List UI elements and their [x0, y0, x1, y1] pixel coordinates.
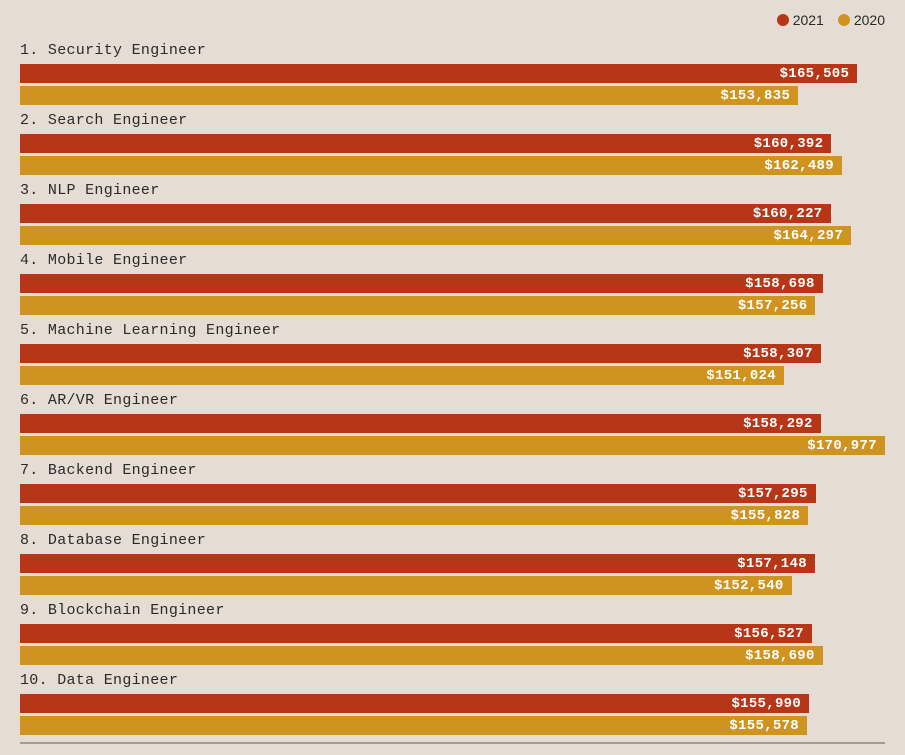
bar-2020: $164,297: [20, 226, 851, 245]
row-label: 5. Machine Learning Engineer: [20, 322, 885, 339]
row-label: 2. Search Engineer: [20, 112, 885, 129]
bar-value-label: $157,295: [738, 486, 808, 502]
bar-value-label: $158,307: [743, 346, 813, 362]
bar-2021: $160,227: [20, 204, 831, 223]
bar-value-label: $165,505: [780, 66, 850, 82]
bar-2020: $157,256: [20, 296, 815, 315]
legend-label: 2021: [793, 12, 824, 28]
chart-legend: 2021 2020: [20, 12, 885, 28]
bar-2021: $158,307: [20, 344, 821, 363]
bar-2020: $153,835: [20, 86, 798, 105]
bar-2021: $160,392: [20, 134, 831, 153]
bar-group: $160,227 $164,297: [20, 204, 885, 245]
bar-value-label: $158,698: [745, 276, 815, 292]
bar-value-label: $170,977: [807, 438, 877, 454]
chart-row: 7. Backend Engineer $157,295 $155,828: [20, 462, 885, 525]
bar-2021: $157,148: [20, 554, 815, 573]
bar-2021: $155,990: [20, 694, 809, 713]
bar-2021: $158,292: [20, 414, 821, 433]
bar-2020: $155,578: [20, 716, 807, 735]
bar-group: $158,698 $157,256: [20, 274, 885, 315]
row-label: 1. Security Engineer: [20, 42, 885, 59]
bar-2020: $170,977: [20, 436, 885, 455]
chart-row: 10. Data Engineer $155,990 $155,578: [20, 672, 885, 735]
bar-2021: $157,295: [20, 484, 816, 503]
chart-row: 1. Security Engineer $165,505 $153,835: [20, 42, 885, 105]
bar-value-label: $160,227: [753, 206, 823, 222]
row-label: 9. Blockchain Engineer: [20, 602, 885, 619]
bar-value-label: $152,540: [714, 578, 784, 594]
bar-group: $155,990 $155,578: [20, 694, 885, 735]
chart-baseline: [20, 742, 885, 744]
bar-group: $157,295 $155,828: [20, 484, 885, 525]
row-label: 3. NLP Engineer: [20, 182, 885, 199]
bar-value-label: $162,489: [764, 158, 834, 174]
row-label: 10. Data Engineer: [20, 672, 885, 689]
chart-row: 3. NLP Engineer $160,227 $164,297: [20, 182, 885, 245]
row-label: 6. AR/VR Engineer: [20, 392, 885, 409]
bar-value-label: $155,578: [729, 718, 799, 734]
salary-bar-chart: 1. Security Engineer $165,505 $153,835 2. S…: [20, 42, 885, 735]
bar-2021: $165,505: [20, 64, 857, 83]
legend-dot-icon: [838, 14, 850, 26]
row-label: 7. Backend Engineer: [20, 462, 885, 479]
chart-row: 2. Search Engineer $160,392 $162,489: [20, 112, 885, 175]
bar-value-label: $158,690: [745, 648, 815, 664]
bar-value-label: $155,828: [731, 508, 801, 524]
bar-group: $158,292 $170,977: [20, 414, 885, 455]
bar-value-label: $153,835: [721, 88, 791, 104]
bar-value-label: $155,990: [731, 696, 801, 712]
chart-row: 8. Database Engineer $157,148 $152,540: [20, 532, 885, 595]
legend-dot-icon: [777, 14, 789, 26]
legend-label: 2020: [854, 12, 885, 28]
bar-value-label: $151,024: [706, 368, 776, 384]
bar-2020: $158,690: [20, 646, 823, 665]
legend-item-2020: 2020: [838, 12, 885, 28]
bar-2021: $156,527: [20, 624, 812, 643]
bar-value-label: $156,527: [734, 626, 804, 642]
bar-group: $158,307 $151,024: [20, 344, 885, 385]
bar-value-label: $164,297: [773, 228, 843, 244]
chart-row: 5. Machine Learning Engineer $158,307 $151…: [20, 322, 885, 385]
bar-2020: $151,024: [20, 366, 784, 385]
legend-item-2021: 2021: [777, 12, 824, 28]
bar-value-label: $160,392: [754, 136, 824, 152]
bar-value-label: $158,292: [743, 416, 813, 432]
row-label: 8. Database Engineer: [20, 532, 885, 549]
bar-2020: $152,540: [20, 576, 792, 595]
row-label: 4. Mobile Engineer: [20, 252, 885, 269]
bar-value-label: $157,256: [738, 298, 808, 314]
chart-row: 6. AR/VR Engineer $158,292 $170,977: [20, 392, 885, 455]
bar-group: $156,527 $158,690: [20, 624, 885, 665]
bar-group: $157,148 $152,540: [20, 554, 885, 595]
bar-group: $160,392 $162,489: [20, 134, 885, 175]
chart-row: 9. Blockchain Engineer $156,527 $158,690: [20, 602, 885, 665]
chart-row: 4. Mobile Engineer $158,698 $157,256: [20, 252, 885, 315]
bar-group: $165,505 $153,835: [20, 64, 885, 105]
bar-value-label: $157,148: [737, 556, 807, 572]
bar-2020: $162,489: [20, 156, 842, 175]
bar-2020: $155,828: [20, 506, 808, 525]
bar-2021: $158,698: [20, 274, 823, 293]
